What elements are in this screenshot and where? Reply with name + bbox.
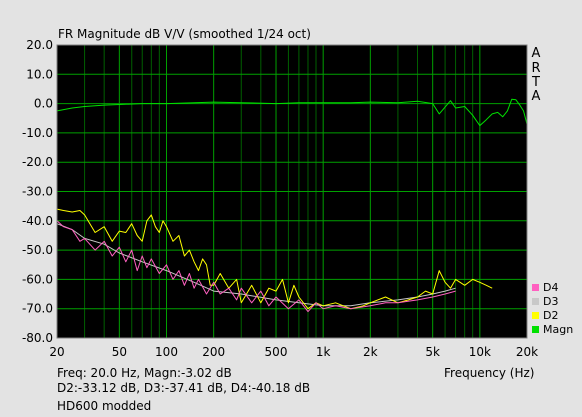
legend-swatch-d4	[532, 284, 539, 291]
x-tick-label: 5k	[425, 345, 440, 359]
chart-title: FR Magnitude dB V/V (smoothed 1/24 oct)	[58, 27, 311, 41]
y-tick-label: -60.0	[22, 272, 53, 286]
series-line-d2	[56, 208, 493, 310]
x-tick-label: 20	[49, 345, 64, 359]
legend-item-d3: D3	[532, 295, 558, 308]
brand-letter-t: T	[532, 75, 540, 90]
legend-label-d3: D3	[543, 295, 559, 308]
y-tick-label: -20.0	[22, 155, 53, 169]
y-tick-labels: 20.0 10.0 0.0 -10.0 -20.0 -30.0 -40.0 -50.0 -60.…	[22, 38, 53, 345]
legend-item-d4: D4	[532, 281, 558, 294]
x-tick-label: 10k	[469, 345, 491, 359]
x-tick-label: 1k	[316, 345, 331, 359]
readout-line-3: HD600 modded	[57, 399, 152, 413]
y-tick-label: -10.0	[22, 126, 53, 140]
y-tick-label: -40.0	[22, 214, 53, 228]
x-tick-label: 500	[265, 345, 288, 359]
brand-letter-a: A	[531, 46, 541, 61]
legend-swatch-d2	[532, 312, 539, 319]
legend-label-d4: D4	[543, 281, 559, 294]
legend-swatch-d3	[532, 298, 539, 305]
y-tick-label: -30.0	[22, 185, 53, 199]
x-axis-label: Frequency (Hz)	[444, 366, 535, 380]
grid	[56, 44, 528, 339]
x-tick-labels: 20 50 100 200 500 1k 2k 5k 10k 20k	[49, 345, 538, 359]
y-tick-label: -50.0	[22, 243, 53, 257]
series-layer	[56, 98, 528, 313]
y-tick-label: 10.0	[26, 67, 53, 81]
readout-line-2: D2:-33.12 dB, D3:-37.41 dB, D4:-40.18 dB	[57, 381, 311, 395]
y-tick-label: -70.0	[22, 302, 53, 316]
brand-letter-r: R	[531, 61, 541, 76]
legend-item-magn: Magn	[532, 323, 573, 336]
x-tick-label: 2k	[363, 345, 378, 359]
y-tick-label: 0.0	[34, 97, 53, 111]
x-tick-label: 20k	[516, 345, 538, 359]
series-line-magn	[56, 98, 528, 127]
series-line-d4	[56, 220, 456, 313]
y-tick-label: -80.0	[22, 331, 53, 345]
brand-letter-a2: A	[531, 89, 541, 104]
legend-swatch-magn	[532, 326, 539, 333]
legend-label-magn: Magn	[543, 323, 574, 336]
x-tick-label: 50	[112, 345, 127, 359]
legend-item-d2: D2	[532, 309, 558, 322]
x-tick-label: 100	[155, 345, 178, 359]
y-tick-label: 20.0	[26, 38, 53, 52]
plot-border	[56, 44, 528, 339]
legend-label-d2: D2	[543, 309, 559, 322]
readout-line-1: Freq: 20.0 Hz, Magn:-3.02 dB	[57, 366, 232, 380]
x-tick-label: 200	[202, 345, 225, 359]
